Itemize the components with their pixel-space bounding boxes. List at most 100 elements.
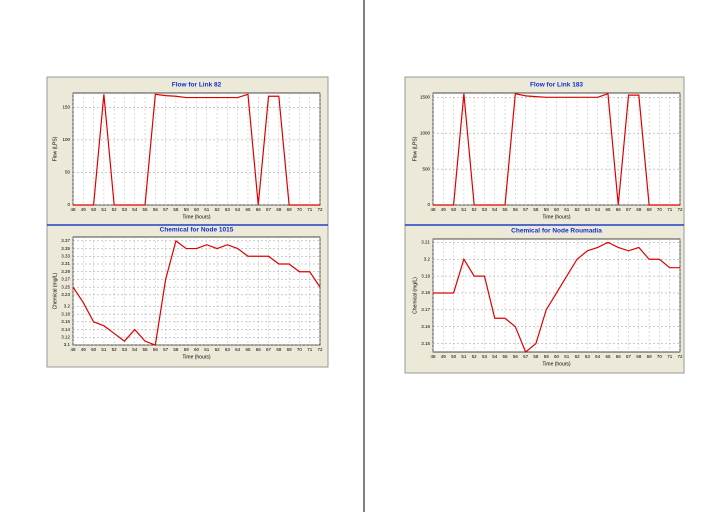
x-tick-label: 68 bbox=[276, 207, 282, 212]
y-tick-label: 3.29 bbox=[61, 269, 70, 274]
x-tick-label: 60 bbox=[554, 207, 560, 212]
x-axis-label: Time (hours) bbox=[542, 361, 570, 367]
x-tick-label: 69 bbox=[287, 207, 293, 212]
x-tick-label: 54 bbox=[492, 354, 498, 359]
data-line bbox=[73, 93, 320, 206]
x-tick-label: 61 bbox=[204, 347, 210, 352]
data-line bbox=[433, 241, 680, 353]
x-tick-label: 48 bbox=[70, 207, 76, 212]
x-tick-label: 50 bbox=[451, 354, 457, 359]
x-tick-label: 50 bbox=[91, 207, 97, 212]
x-tick-label: 49 bbox=[441, 354, 447, 359]
y-tick-label: 1500 bbox=[420, 94, 431, 99]
y-tick-label: 0 bbox=[67, 202, 70, 207]
x-tick-label: 53 bbox=[122, 207, 128, 212]
x-tick-label: 51 bbox=[101, 347, 107, 352]
y-tick-label: 0 bbox=[427, 202, 430, 207]
y-tick-label: 3.31 bbox=[61, 261, 70, 266]
x-tick-label: 63 bbox=[585, 354, 591, 359]
x-tick-label: 59 bbox=[184, 347, 190, 352]
y-tick-label: 3.23 bbox=[61, 292, 70, 297]
y-tick-label: 3.2 bbox=[424, 256, 431, 261]
x-tick-label: 57 bbox=[163, 347, 169, 352]
x-tick-label: 52 bbox=[472, 354, 478, 359]
x-tick-label: 67 bbox=[266, 347, 272, 352]
x-tick-label: 71 bbox=[307, 347, 313, 352]
x-tick-label: 52 bbox=[112, 207, 118, 212]
y-tick-label: 1000 bbox=[420, 130, 431, 135]
x-tick-label: 72 bbox=[677, 207, 683, 212]
x-tick-label: 51 bbox=[101, 207, 107, 212]
x-tick-label: 64 bbox=[235, 347, 241, 352]
x-tick-label: 59 bbox=[544, 207, 550, 212]
y-axis-label: Chemical (mg/L) bbox=[412, 277, 418, 314]
x-tick-label: 49 bbox=[81, 347, 87, 352]
y-tick-label: 3.17 bbox=[421, 307, 430, 312]
x-tick-label: 59 bbox=[544, 354, 550, 359]
x-tick-label: 68 bbox=[276, 347, 282, 352]
y-tick-label: 3.12 bbox=[61, 334, 70, 339]
y-tick-label: 3.2 bbox=[64, 304, 71, 309]
x-tick-label: 51 bbox=[461, 207, 467, 212]
y-tick-label: 3.21 bbox=[421, 240, 430, 245]
x-tick-label: 69 bbox=[647, 354, 653, 359]
y-tick-label: 3.33 bbox=[61, 253, 70, 258]
x-tick-label: 61 bbox=[564, 354, 570, 359]
x-tick-label: 62 bbox=[575, 354, 581, 359]
x-axis-label: Time (hours) bbox=[182, 354, 210, 360]
x-tick-label: 60 bbox=[194, 207, 200, 212]
x-tick-label: 56 bbox=[153, 207, 159, 212]
y-tick-label: 3.19 bbox=[421, 273, 430, 278]
x-tick-label: 65 bbox=[605, 207, 611, 212]
y-axis-label: Chemical (mg/L) bbox=[52, 272, 58, 309]
x-tick-label: 60 bbox=[554, 354, 560, 359]
y-tick-label: 3.27 bbox=[61, 277, 70, 282]
x-tick-label: 70 bbox=[297, 207, 303, 212]
x-tick-label: 52 bbox=[112, 347, 118, 352]
y-tick-label: 3.14 bbox=[61, 327, 70, 332]
x-tick-label: 65 bbox=[605, 354, 611, 359]
x-tick-label: 66 bbox=[616, 207, 622, 212]
x-tick-label: 72 bbox=[317, 347, 323, 352]
x-tick-label: 50 bbox=[451, 207, 457, 212]
x-tick-label: 70 bbox=[297, 347, 303, 352]
y-tick-label: 3.16 bbox=[421, 324, 430, 329]
chart-title: Chemical for Node Roumadia bbox=[511, 228, 602, 235]
y-tick-label: 3.25 bbox=[61, 284, 70, 289]
x-tick-label: 57 bbox=[523, 354, 529, 359]
x-tick-label: 50 bbox=[91, 347, 97, 352]
y-tick-label: 3.18 bbox=[421, 290, 430, 295]
x-tick-label: 48 bbox=[430, 207, 436, 212]
x-tick-label: 67 bbox=[626, 207, 632, 212]
x-tick-label: 57 bbox=[523, 207, 529, 212]
chart-title: Chemical for Node 1015 bbox=[160, 227, 234, 234]
y-tick-label: 500 bbox=[422, 166, 430, 171]
x-tick-label: 61 bbox=[564, 207, 570, 212]
x-tick-label: 72 bbox=[317, 207, 323, 212]
x-tick-label: 55 bbox=[503, 207, 509, 212]
y-tick-label: 3.18 bbox=[61, 311, 70, 316]
x-tick-label: 53 bbox=[122, 347, 128, 352]
x-tick-label: 56 bbox=[513, 207, 519, 212]
x-tick-label: 51 bbox=[461, 354, 467, 359]
x-tick-label: 55 bbox=[143, 207, 149, 212]
x-tick-label: 55 bbox=[503, 354, 509, 359]
x-tick-label: 54 bbox=[492, 207, 498, 212]
x-tick-label: 68 bbox=[636, 354, 642, 359]
x-tick-label: 58 bbox=[533, 207, 539, 212]
x-tick-label: 69 bbox=[287, 347, 293, 352]
x-tick-label: 48 bbox=[430, 354, 436, 359]
x-tick-label: 54 bbox=[132, 207, 138, 212]
x-tick-label: 62 bbox=[215, 207, 221, 212]
x-tick-label: 60 bbox=[194, 347, 200, 352]
x-tick-label: 52 bbox=[472, 207, 478, 212]
x-tick-label: 58 bbox=[173, 347, 179, 352]
chart-title: Flow for Link 82 bbox=[172, 82, 222, 89]
x-tick-label: 58 bbox=[173, 207, 179, 212]
x-tick-label: 49 bbox=[81, 207, 87, 212]
y-tick-label: 100 bbox=[62, 137, 70, 142]
y-tick-label: 3.16 bbox=[61, 319, 70, 324]
x-tick-label: 71 bbox=[667, 354, 673, 359]
y-tick-label: 3.35 bbox=[61, 246, 70, 251]
